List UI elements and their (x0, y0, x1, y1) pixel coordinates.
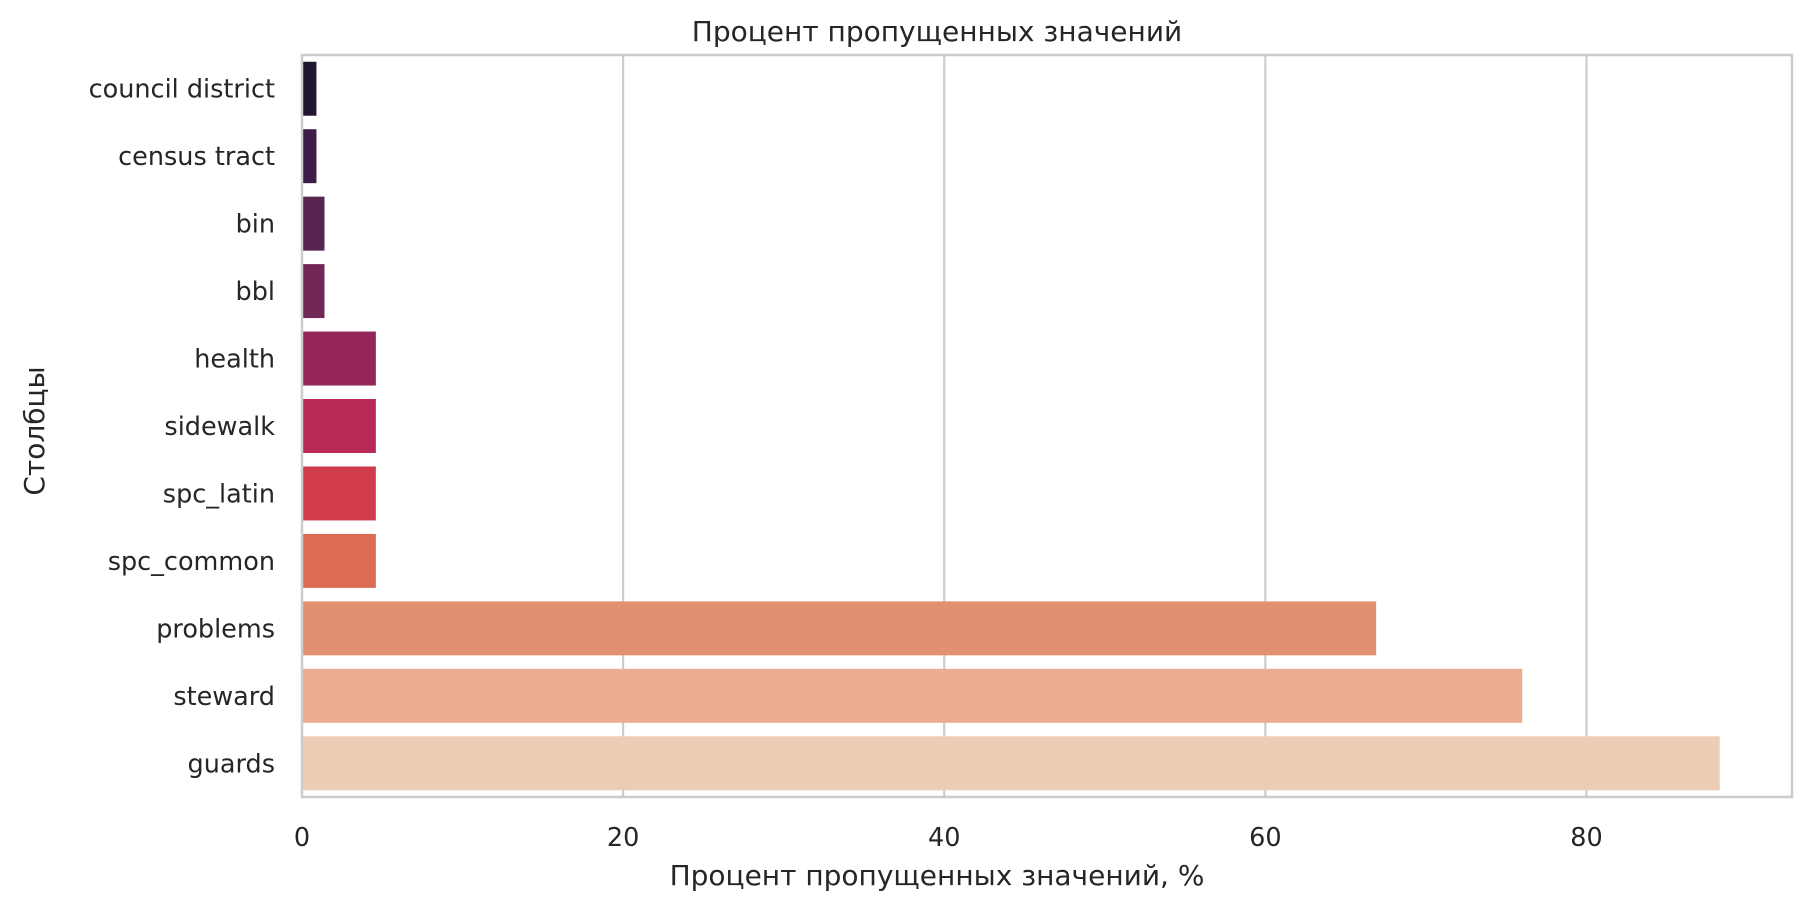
y-tick-label: spc_common (108, 547, 275, 577)
y-tick-label: census tract (118, 142, 275, 172)
x-tick-labels: 0 20 40 60 80 (294, 823, 1603, 853)
x-tick-label: 20 (607, 823, 639, 853)
y-tick-label: guards (188, 749, 275, 779)
bar-sidewalk (302, 399, 376, 453)
bar-steward (302, 668, 1523, 723)
plot-frame (300, 53, 1794, 799)
x-tick-label: 0 (294, 823, 310, 853)
y-tick-label: bbl (236, 277, 275, 307)
y-tick-label: spc_latin (163, 479, 275, 509)
bar-spc-latin (302, 466, 376, 521)
bar-council-district (302, 61, 317, 116)
x-tick-label: 60 (1249, 823, 1281, 853)
y-axis-label: Столбцы (18, 366, 51, 495)
bars (302, 61, 1720, 791)
bar-bbl (302, 264, 325, 319)
y-tick-label: problems (156, 614, 275, 644)
y-tick-label: steward (173, 682, 275, 712)
y-tick-label: council district (89, 75, 275, 105)
y-tick-label: bin (236, 210, 275, 240)
x-tick-label: 40 (928, 823, 960, 853)
x-tick-label: 80 (1570, 823, 1602, 853)
bar-guards (302, 736, 1720, 791)
chart-title: Процент пропущенных значений (692, 15, 1182, 48)
y-tick-labels: council district census tract bin bbl health… (89, 75, 276, 780)
y-tick-label: health (194, 345, 275, 375)
bar-problems (302, 601, 1377, 656)
bar-health (302, 331, 376, 386)
y-tick-label: sidewalk (164, 412, 275, 442)
bar-bin (302, 196, 325, 251)
bar-census-tract (302, 129, 317, 184)
x-axis-label: Процент пропущенных значений, % (670, 859, 1205, 892)
bar-spc-common (302, 533, 376, 588)
